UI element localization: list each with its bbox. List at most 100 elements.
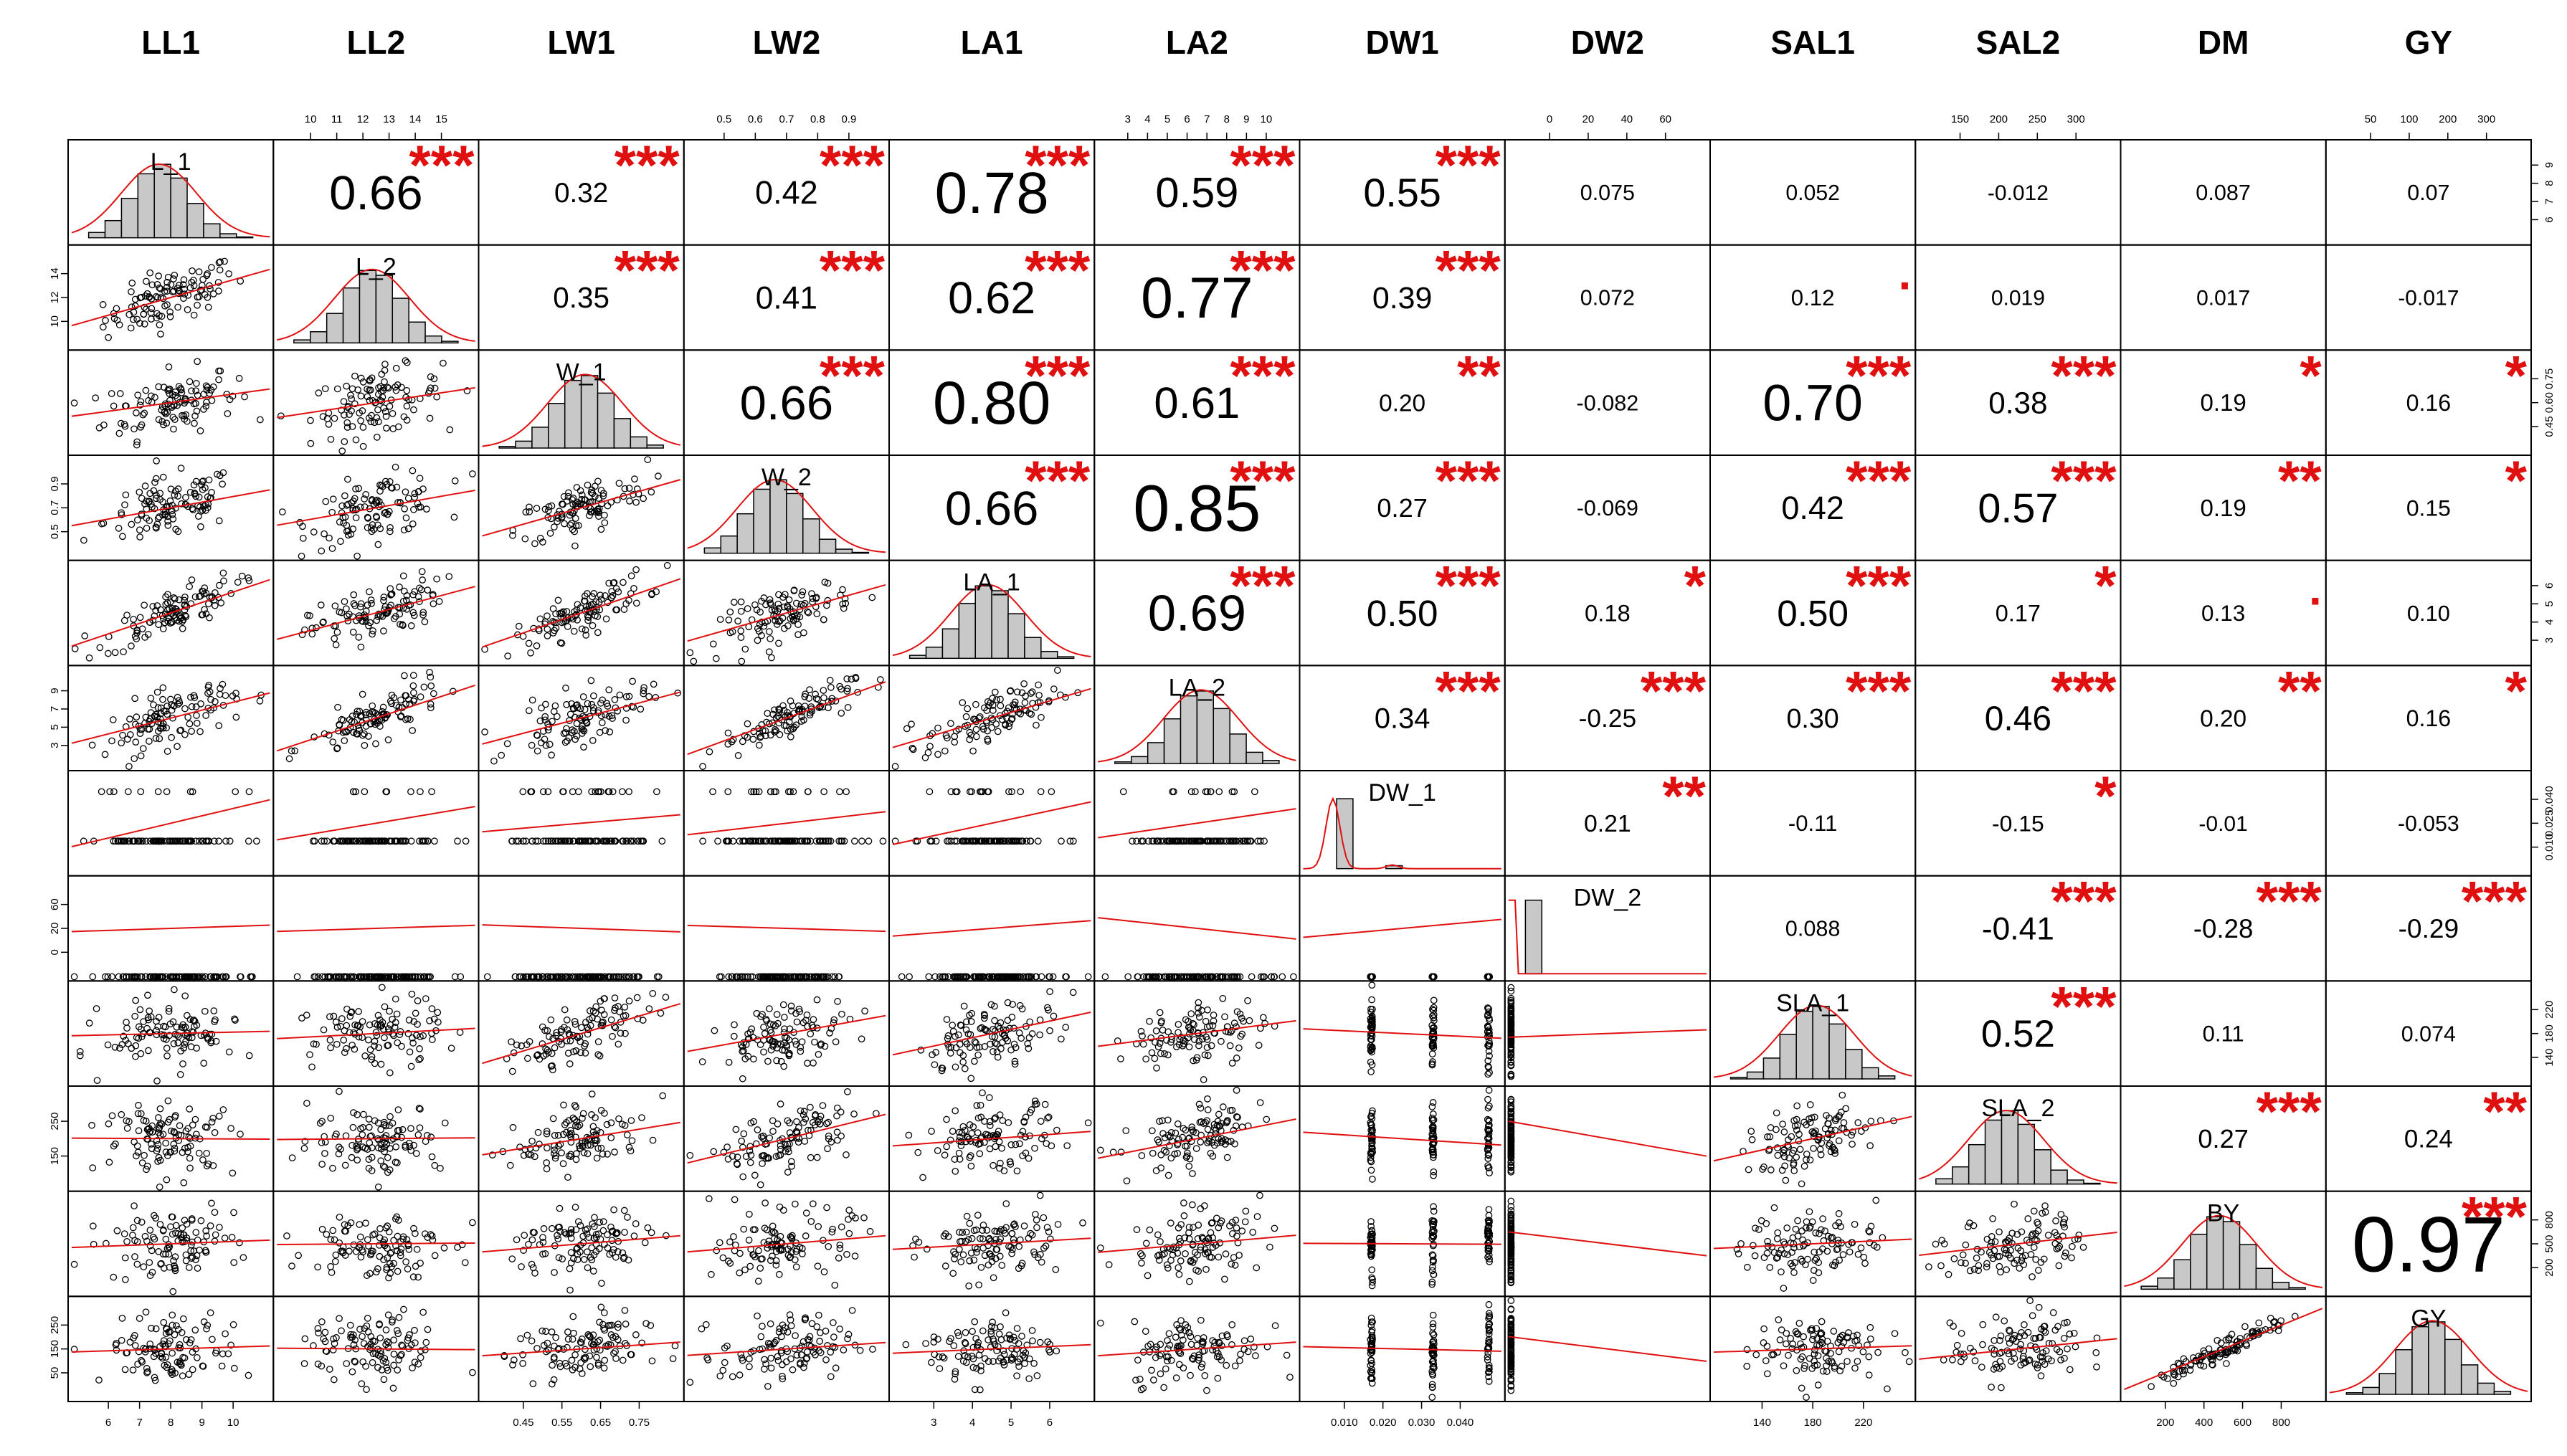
scatter-point <box>433 393 441 401</box>
scatter-point <box>649 1136 657 1144</box>
scatter-point <box>422 995 430 1002</box>
scatter-point <box>166 385 174 393</box>
scatter-point <box>550 708 558 715</box>
scatter-point <box>371 1037 379 1045</box>
scatter-point <box>1175 1029 1182 1037</box>
scatter-point <box>440 359 447 367</box>
scatter-point <box>215 1113 223 1120</box>
scatter-point <box>653 788 660 796</box>
histogram-bar <box>958 602 976 660</box>
scatter-point <box>224 410 232 417</box>
histogram-bar <box>441 341 459 344</box>
fit-line <box>687 681 886 756</box>
scatter-point <box>428 788 435 796</box>
scatter-point <box>131 632 139 640</box>
scatter-point <box>1062 1024 1070 1031</box>
scatter-point <box>217 599 225 606</box>
scatter-point <box>640 495 647 503</box>
scatter-point <box>737 634 745 642</box>
scatter-point <box>159 695 166 703</box>
correlation-value: 0.15 <box>2406 495 2451 521</box>
scatter-point <box>163 301 171 308</box>
histogram-bar <box>342 287 361 344</box>
histogram-bar <box>2239 1244 2257 1290</box>
scatter-point <box>533 642 541 650</box>
scatter-point <box>245 577 253 584</box>
scatter-point <box>1210 1012 1218 1019</box>
scatter-point <box>298 552 305 560</box>
axis-tick-label-top: 100 <box>2400 113 2418 125</box>
scatter-point <box>203 1162 211 1170</box>
histogram-bar <box>2067 1179 2084 1185</box>
scatter-point <box>377 1157 385 1165</box>
scatter-point <box>208 488 215 496</box>
scatter-point <box>130 616 138 623</box>
scatter-point <box>237 1131 244 1138</box>
scatter-point <box>569 788 576 796</box>
scatter-point <box>1157 1050 1164 1057</box>
scatter-point <box>186 1154 194 1162</box>
scatter-point <box>163 1045 171 1052</box>
histogram-bar <box>2272 1281 2290 1290</box>
axis-tick-label-bottom: 5 <box>1008 1417 1014 1429</box>
scatter-point <box>379 703 387 711</box>
scatter-point <box>699 763 706 770</box>
correlation-value: 0.70 <box>1762 375 1862 432</box>
scatter-point <box>1033 721 1040 729</box>
scatter-point <box>374 406 381 414</box>
significance-stars: *** <box>1230 449 1296 512</box>
scatter-point <box>558 1149 565 1156</box>
scatter-point <box>329 738 337 746</box>
histogram-bar <box>531 427 549 449</box>
scatter-point <box>525 707 533 715</box>
correlation-value: -0.11 <box>1788 811 1837 836</box>
scatter-point <box>594 477 602 485</box>
axis-tick-label-bottom: 0.55 <box>551 1417 572 1429</box>
scatter-point <box>813 610 821 617</box>
axis-tick-label-bottom: 140 <box>1753 1417 1771 1429</box>
scatter-point <box>1050 685 1058 693</box>
scatter-point <box>234 579 242 586</box>
scatter-point <box>1036 1031 1043 1039</box>
scatter-point <box>381 508 389 516</box>
scatter-point <box>421 618 429 626</box>
scatter-point <box>620 606 628 613</box>
significance-stars: ** <box>2278 659 2322 722</box>
scatter-point <box>960 1002 968 1010</box>
significance-stars: *** <box>1230 133 1296 196</box>
scatter-point <box>1153 1064 1160 1072</box>
scatter-point <box>212 589 219 596</box>
scatter-point <box>133 629 141 637</box>
scatter-point <box>836 788 843 796</box>
scatter-point <box>734 752 742 759</box>
scatter-point <box>605 686 613 694</box>
significance-stars: *** <box>2257 1080 2322 1143</box>
column-header-lw2: LW2 <box>753 24 821 61</box>
scatter-point <box>615 588 622 596</box>
scatter-point <box>89 1164 97 1171</box>
correlation-value: 0.66 <box>329 166 422 220</box>
scatter-point <box>123 1019 130 1026</box>
axis-tick-label-bottom: 220 <box>1854 1417 1872 1429</box>
histogram-bar <box>392 298 409 344</box>
correlation-value: 0.17 <box>1996 600 2041 626</box>
scatter-point <box>388 590 396 598</box>
scatter-point <box>120 617 128 624</box>
scatter-point <box>151 394 158 401</box>
histogram-bar <box>786 493 804 554</box>
scatter-point <box>566 710 574 718</box>
scatter-point <box>891 763 899 770</box>
scatter-point <box>183 1012 191 1019</box>
scatter-point <box>737 627 745 634</box>
scatter-point <box>354 386 362 394</box>
scatter-point <box>592 482 599 490</box>
scatter-point <box>171 416 179 423</box>
scatter-point <box>341 737 348 745</box>
scatter-point <box>991 1017 998 1024</box>
axis-tick-label-top: 14 <box>409 113 422 125</box>
scatter-point <box>415 1056 423 1064</box>
scatter-point <box>1251 788 1258 796</box>
scatter-point <box>346 411 353 419</box>
scatter-point <box>159 625 167 632</box>
scatter-point <box>181 992 189 1000</box>
